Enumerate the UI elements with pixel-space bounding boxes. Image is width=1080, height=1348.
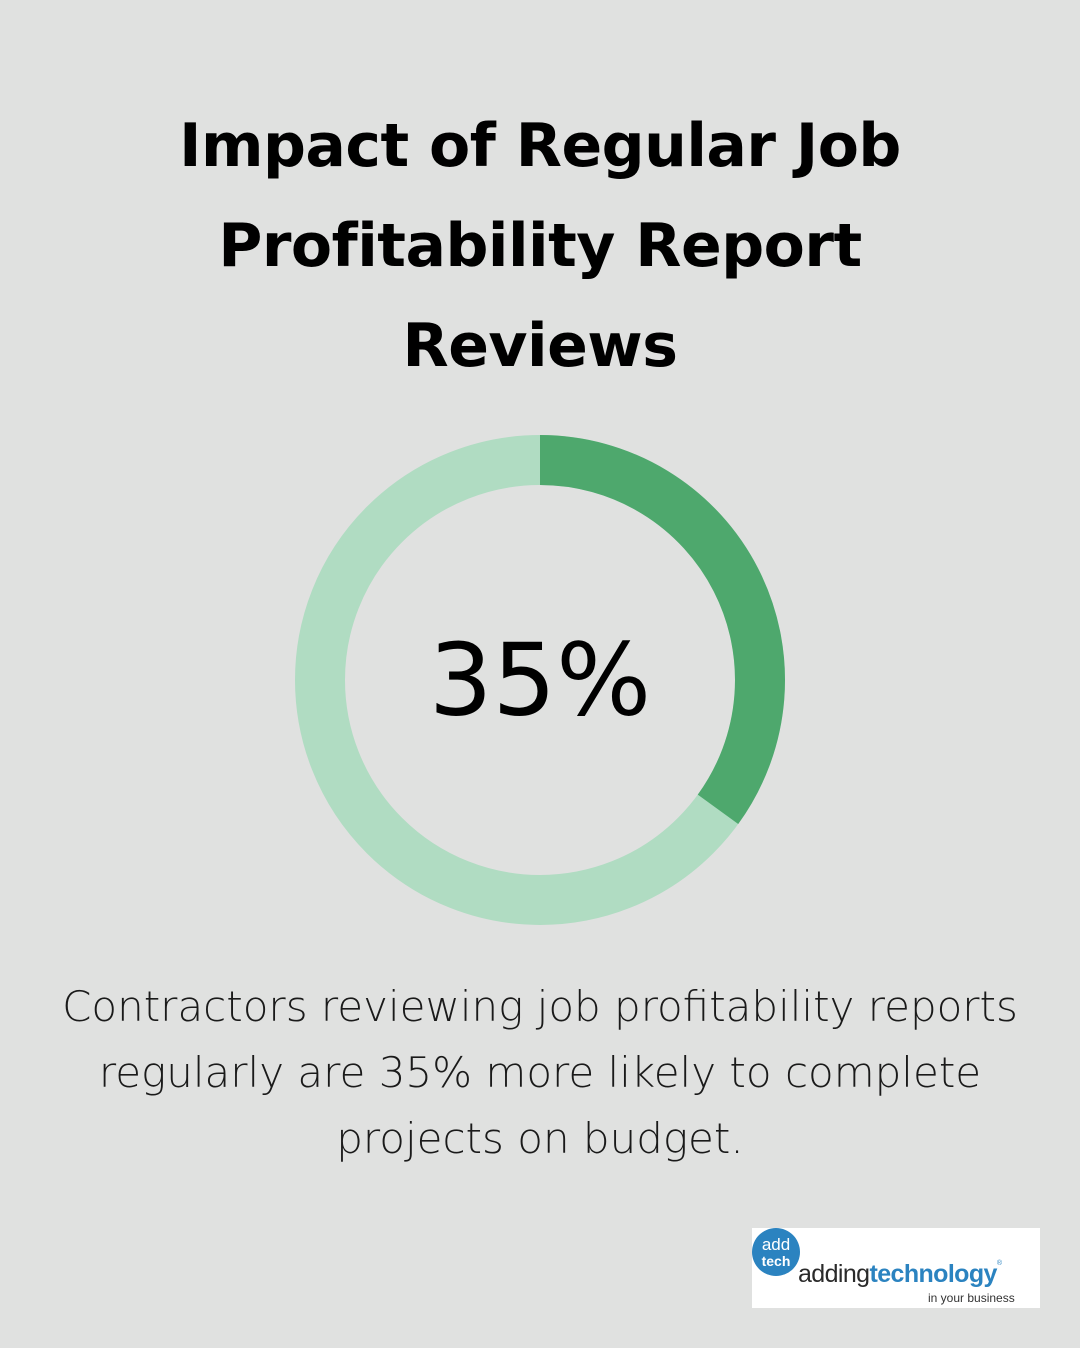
donut-chart: 35%: [290, 430, 790, 930]
brand-logo: add tech addingtechnology® in your busin…: [752, 1228, 1040, 1308]
addtech-badge-icon: add tech: [752, 1228, 800, 1276]
page-title: Impact of Regular Job Profitability Repo…: [179, 111, 901, 381]
description-text: Contractors reviewing job profitability …: [62, 982, 1018, 1163]
donut-percentage-label: 35%: [429, 622, 651, 739]
logo-wordmark: addingtechnology®: [798, 1260, 1002, 1289]
logo-word-light: adding: [798, 1260, 870, 1288]
donut-svg: 35%: [295, 435, 785, 925]
registered-mark: ®: [996, 1260, 1002, 1267]
donut-value-segment: [539, 435, 785, 824]
badge-text-top: add: [762, 1235, 790, 1254]
logo-word-bold: technology: [869, 1260, 997, 1288]
badge-text-bottom: tech: [762, 1253, 791, 1269]
logo-tagline: in your business: [928, 1291, 1015, 1305]
